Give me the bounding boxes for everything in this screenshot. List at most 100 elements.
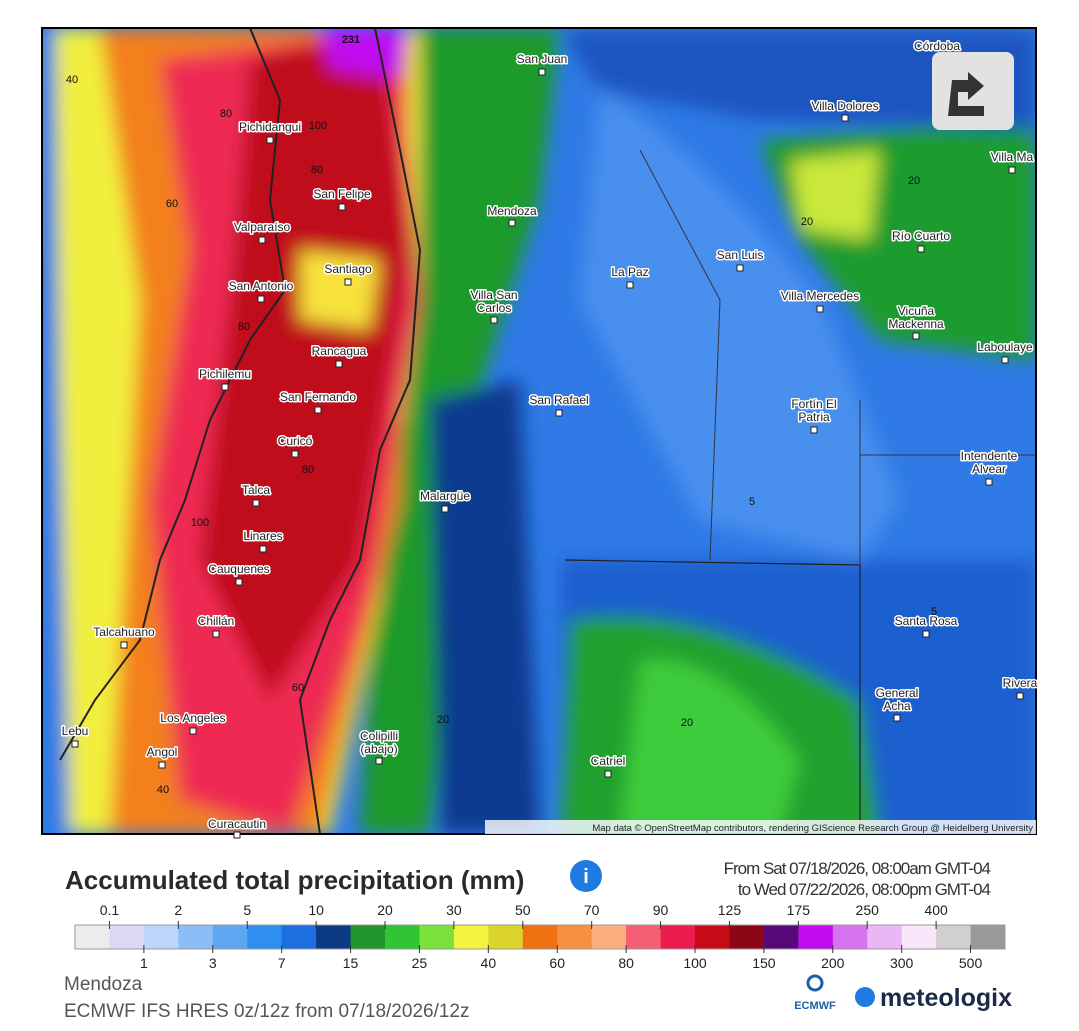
info-glyph[interactable]: i — [583, 866, 589, 888]
ecmwf-logo: ECMWF — [794, 974, 836, 1012]
city-dot — [235, 578, 243, 586]
city-dot — [158, 761, 166, 769]
scale-swatch — [109, 925, 145, 949]
city-label: Los Angeles — [160, 711, 225, 725]
city-label: Talca — [242, 483, 270, 497]
city-label: Catriel — [591, 754, 626, 768]
city-label: Valparaíso — [234, 220, 291, 234]
meteologix-logo: meteologix — [855, 984, 1012, 1012]
scale-swatch — [832, 925, 868, 949]
city-label: Intendente — [961, 449, 1018, 463]
map: 40 231 80 100 80 60 80 80 100 5 5 20 20 60 20 20 40 Córd… — [41, 27, 1039, 839]
city-label: Angol — [147, 745, 178, 759]
scale-swatch — [522, 925, 558, 949]
scale-label-top: 125 — [718, 902, 742, 918]
scale-label-top: 400 — [924, 902, 948, 918]
scale-label-top: 2 — [174, 902, 182, 918]
city-label: San Felipe — [313, 187, 371, 201]
city-label: Fortín El — [791, 397, 836, 411]
city-dot — [922, 630, 930, 638]
scale-swatch — [488, 925, 524, 949]
scale-label-top: 175 — [787, 902, 811, 918]
scale-label-bottom: 80 — [618, 955, 634, 971]
city-label: Villa San — [470, 288, 517, 302]
city-label: Mackenna — [888, 317, 944, 331]
city-dot — [555, 409, 563, 417]
city-label: (abajo) — [360, 742, 397, 756]
city-dot — [1016, 692, 1024, 700]
city-dot — [221, 383, 229, 391]
city-dot — [189, 727, 197, 735]
ecmwf-mark — [806, 974, 824, 992]
footer-location: Mendoza — [64, 974, 143, 995]
city-label: Santa Rosa — [895, 614, 958, 628]
city-label: La Paz — [611, 265, 648, 279]
contour-label: 60 — [166, 198, 178, 210]
scale-swatch — [143, 925, 179, 949]
scale-label-top: 20 — [377, 902, 393, 918]
scale-swatch — [281, 925, 317, 949]
share-button[interactable] — [932, 52, 1014, 130]
scale-swatch — [695, 925, 730, 949]
city-label: Córdoba — [914, 39, 960, 53]
city-label: San Fernando — [280, 390, 356, 404]
scale-label-top: 70 — [584, 902, 600, 918]
city-dot — [816, 305, 824, 313]
scale-swatch — [936, 925, 972, 949]
legend-title: Accumulated total precipitation (mm) — [65, 865, 524, 895]
city-dot — [508, 219, 516, 227]
contour-label: 5 — [931, 606, 937, 618]
meteologix-text: meteologix — [880, 984, 1012, 1012]
date-to: to Wed 07/22/2026, 08:00pm GMT-04 — [738, 880, 991, 899]
city-dot — [212, 630, 220, 638]
city-dot — [490, 316, 498, 324]
share-icon[interactable] — [948, 72, 984, 116]
precipitation-field — [42, 28, 1036, 834]
scale-swatch — [591, 925, 627, 949]
contour-label: 20 — [437, 714, 449, 726]
city-label: Vicuña — [898, 304, 935, 318]
city-dot — [985, 478, 993, 486]
city-labels: Córdoba San Juan Villa Dolores Villa Ma Pich… — [60, 38, 1039, 839]
scale-swatch — [660, 925, 696, 949]
city-label: San Rafael — [529, 393, 588, 407]
city-dot — [266, 136, 274, 144]
contour-label: 100 — [309, 120, 327, 132]
scale-swatch — [970, 925, 1006, 949]
color-scale: 0.1 1 2 3 5 7 10 15 20 25 30 40 50 60 70 80 90 100 125 150 1… — [74, 902, 1006, 971]
scale-swatch — [798, 925, 834, 949]
scale-swatch — [729, 925, 765, 949]
info-icon[interactable] — [570, 860, 602, 892]
city-dot — [375, 757, 383, 765]
scale-label-top: 50 — [515, 902, 531, 918]
contour-label: 60 — [292, 682, 304, 694]
meteologix-mark — [855, 987, 875, 1007]
contour-label: 80 — [302, 464, 314, 476]
scale-swatch — [247, 925, 283, 949]
scale-label-top: 90 — [653, 902, 669, 918]
city-dot — [252, 499, 260, 507]
scale-swatch — [557, 925, 593, 949]
city-dot — [314, 406, 322, 414]
city-dot — [258, 236, 266, 244]
scale-swatch — [626, 925, 662, 949]
city-dot — [538, 68, 546, 76]
scale-label-bottom: 3 — [209, 955, 217, 971]
city-label: Colipilli — [360, 729, 398, 743]
contour-label: 80 — [311, 164, 323, 176]
scale-label-bottom: 25 — [412, 955, 428, 971]
city-dot — [291, 450, 299, 458]
city-label: Cauquenes — [208, 562, 269, 576]
city-dot — [335, 360, 343, 368]
scale-label-bottom: 7 — [278, 955, 286, 971]
scale-label-top: 10 — [308, 902, 324, 918]
scale-swatch — [350, 925, 386, 949]
city-dot — [120, 641, 128, 649]
scale-label-bottom: 1 — [140, 955, 148, 971]
info-button[interactable]: i — [570, 860, 602, 892]
city-dot — [841, 114, 849, 122]
city-dot — [604, 770, 612, 778]
contour-label: 20 — [801, 216, 813, 228]
scale-label-bottom: 200 — [821, 955, 845, 971]
